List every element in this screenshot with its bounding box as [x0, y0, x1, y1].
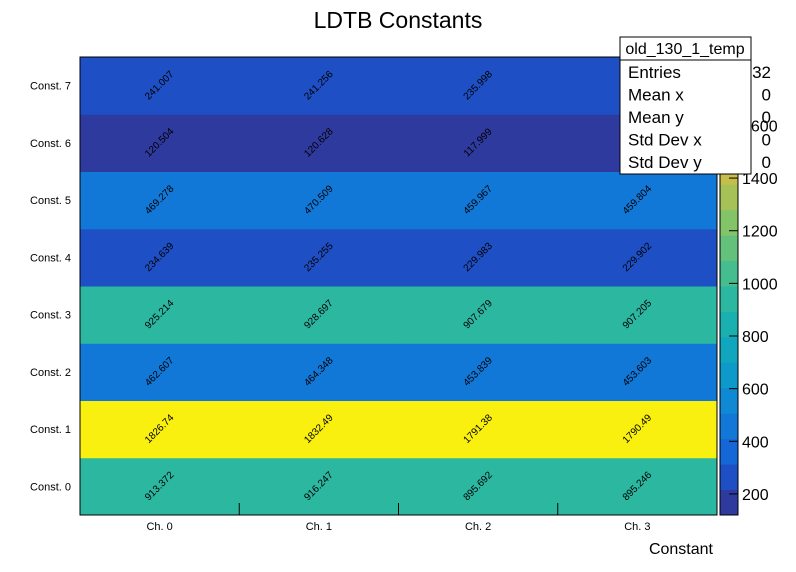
- stats-row-value: 32: [752, 63, 771, 82]
- x-tick-label: Ch. 0: [146, 521, 172, 533]
- heatmap-cell: [557, 171, 718, 230]
- heatmap-cell: [239, 114, 399, 172]
- chart-title: LDTB Constants: [314, 7, 483, 33]
- heatmap-cell: [398, 57, 559, 115]
- heatmap-cell: [80, 286, 240, 344]
- y-tick-label: Const. 1: [30, 424, 71, 436]
- color-scale-segment: [720, 464, 738, 491]
- y-tick-label: Const. 6: [30, 138, 71, 150]
- heatmap-cell: [557, 457, 718, 516]
- color-scale-label: 1400: [742, 171, 778, 188]
- color-scale-segment: [720, 260, 738, 287]
- color-scale-label: 400: [742, 434, 769, 451]
- color-scale-segment: [720, 489, 738, 516]
- color-scale-label: 200: [742, 487, 769, 504]
- heatmap-cell: [239, 171, 399, 230]
- x-tick-label: Ch. 1: [306, 521, 332, 533]
- heatmap-cell: [239, 286, 399, 344]
- heatmap-cell: [80, 114, 240, 172]
- color-scale-segment: [720, 413, 738, 440]
- color-scale-segment: [720, 235, 738, 262]
- y-tick-label: Const. 4: [30, 252, 71, 264]
- stats-row-label: Mean x: [628, 86, 684, 105]
- stats-row-value: 0: [762, 153, 771, 172]
- color-scale-segment: [720, 286, 738, 312]
- heatmap-cell: [80, 400, 240, 459]
- heatmap-cell: [80, 171, 240, 230]
- stats-row-label: Mean y: [628, 108, 684, 127]
- heatmap-cell: [557, 343, 718, 401]
- heatmap-cell: [398, 343, 559, 401]
- y-axis-labels: Const. 0 Const. 1 Const. 2 Const. 3 Const. 4…: [30, 81, 71, 494]
- x-tick-label: Ch. 3: [624, 521, 650, 533]
- color-scale-segment: [720, 438, 738, 465]
- color-scale-segment: [720, 209, 738, 236]
- stats-row-label: Std Dev x: [628, 131, 702, 150]
- heatmap-cell: [557, 286, 718, 344]
- heatmap-cell: [398, 171, 559, 230]
- heatmap-cell: [398, 114, 559, 172]
- y-tick-label: Const. 3: [30, 310, 71, 322]
- color-scale-segment: [720, 184, 738, 211]
- color-scale-label: 800: [742, 329, 769, 346]
- statistics-box: old_130_1_temp Entries 32 Mean x 0 Mean y 0 St…: [619, 36, 771, 175]
- stats-row-label: Std Dev y: [628, 153, 702, 172]
- x-axis-labels: Ch. 0 Ch. 1 Ch. 2 Ch. 3: [146, 503, 651, 533]
- stats-row-label: Entries: [628, 63, 681, 82]
- y-tick-label: Const. 2: [30, 367, 71, 379]
- heatmap-cell: [80, 228, 240, 287]
- color-scale-segment: [720, 387, 738, 414]
- stats-row-value: 0: [762, 131, 771, 150]
- color-scale-label: 1200: [742, 224, 778, 241]
- x-axis-title: Constant: [649, 541, 714, 558]
- y-tick-label: Const. 7: [30, 81, 71, 93]
- color-scale-label: 1000: [742, 276, 778, 293]
- heatmap-cell: [398, 400, 559, 459]
- heatmap-cell: [239, 228, 399, 287]
- stats-row-value: 0: [762, 86, 771, 105]
- color-scale-segment: [720, 362, 738, 389]
- heatmap-cell: [239, 457, 399, 516]
- y-tick-label: Const. 5: [30, 195, 71, 207]
- heatmap-cell: [398, 286, 559, 344]
- heatmap-cell: [239, 400, 399, 459]
- heatmap-cell: [398, 457, 559, 516]
- heatmap-cell: [80, 343, 240, 401]
- stats-histogram-name: old_130_1_temp: [625, 41, 744, 58]
- color-scale-label: 600: [742, 382, 769, 399]
- color-scale-segment: [720, 311, 738, 338]
- heatmap-cell: [557, 228, 718, 287]
- stats-row-value: 0: [762, 108, 771, 127]
- y-tick-label: Const. 0: [30, 481, 71, 493]
- heatmap-cell: [80, 57, 240, 115]
- heatmap-cell: [80, 457, 240, 516]
- heatmap-cell: [239, 343, 399, 401]
- heatmap-cell: [398, 228, 559, 287]
- color-scale-segment: [720, 336, 738, 363]
- heatmap-cell: [557, 400, 718, 459]
- x-tick-label: Ch. 2: [465, 521, 491, 533]
- heatmap-cell: [239, 57, 399, 115]
